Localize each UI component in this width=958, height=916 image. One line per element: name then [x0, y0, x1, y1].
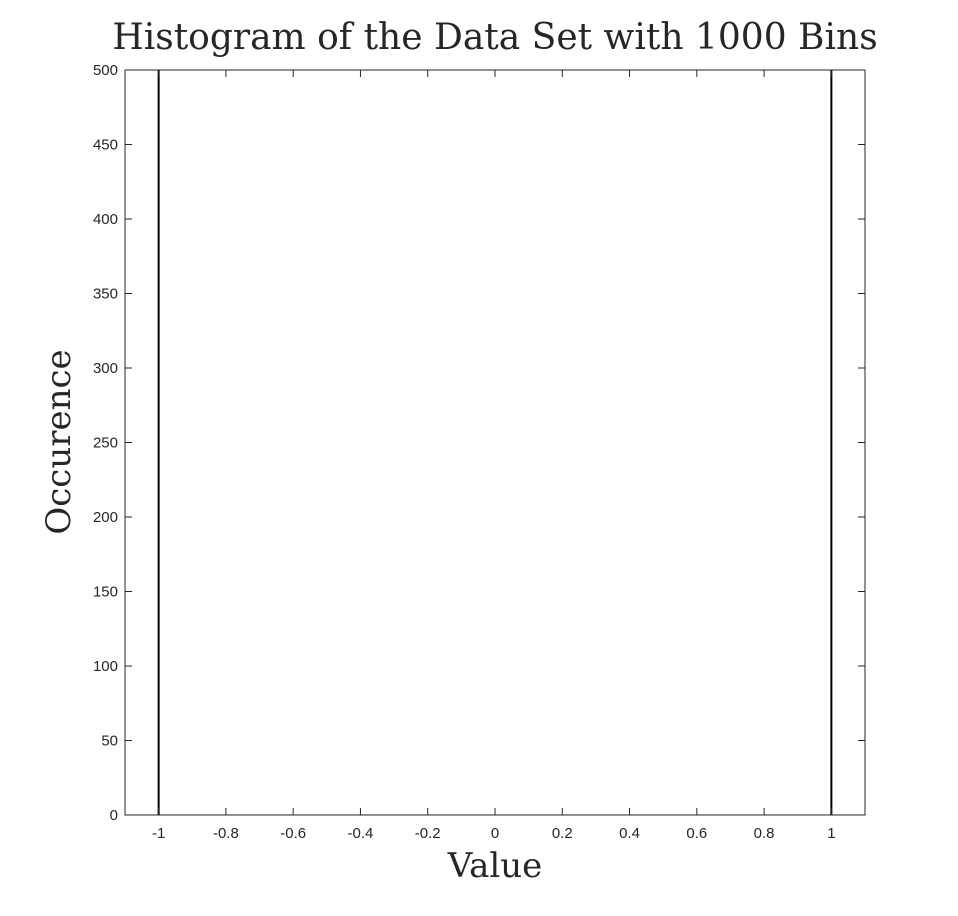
chart-title: Histogram of the Data Set with 1000 Bins	[112, 17, 877, 58]
y-axis-label: Occurence	[39, 349, 79, 534]
x-tick-label: 0.8	[754, 825, 775, 842]
x-axis-label: Value	[447, 846, 543, 886]
x-axis-ticks: -1 -0.8 -0.6 -0.4 -0.2 0 0.2 0.4 0.6 0.8 1	[152, 70, 836, 842]
x-tick-label: 0.2	[552, 825, 573, 842]
y-tick-label: 100	[93, 658, 118, 675]
x-tick-label: -0.6	[280, 825, 306, 842]
x-tick-label: -0.8	[213, 825, 239, 842]
y-tick-label: 200	[93, 509, 118, 526]
x-tick-label: -1	[152, 825, 165, 842]
y-tick-label: 0	[110, 807, 118, 824]
bars	[157, 70, 833, 815]
x-tick-label: 1	[827, 825, 835, 842]
x-tick-label: 0.6	[686, 825, 707, 842]
axes-box	[124, 69, 866, 816]
y-tick-label: 350	[93, 286, 118, 303]
y-tick-label: 150	[93, 584, 118, 601]
x-tick-label: -0.4	[348, 825, 374, 842]
y-tick-label: 500	[93, 62, 118, 79]
y-tick-label: 250	[93, 435, 118, 452]
y-tick-label: 50	[101, 733, 118, 750]
x-tick-label: 0.4	[619, 825, 640, 842]
y-tick-label: 400	[93, 211, 118, 228]
y-tick-label: 450	[93, 137, 118, 154]
y-axis-ticks: 0 50 100 150 200 250 300 350 400 450 500	[93, 62, 865, 824]
y-tick-label: 300	[93, 360, 118, 377]
x-tick-label: 0	[491, 825, 499, 842]
x-tick-label: -0.2	[415, 825, 441, 842]
